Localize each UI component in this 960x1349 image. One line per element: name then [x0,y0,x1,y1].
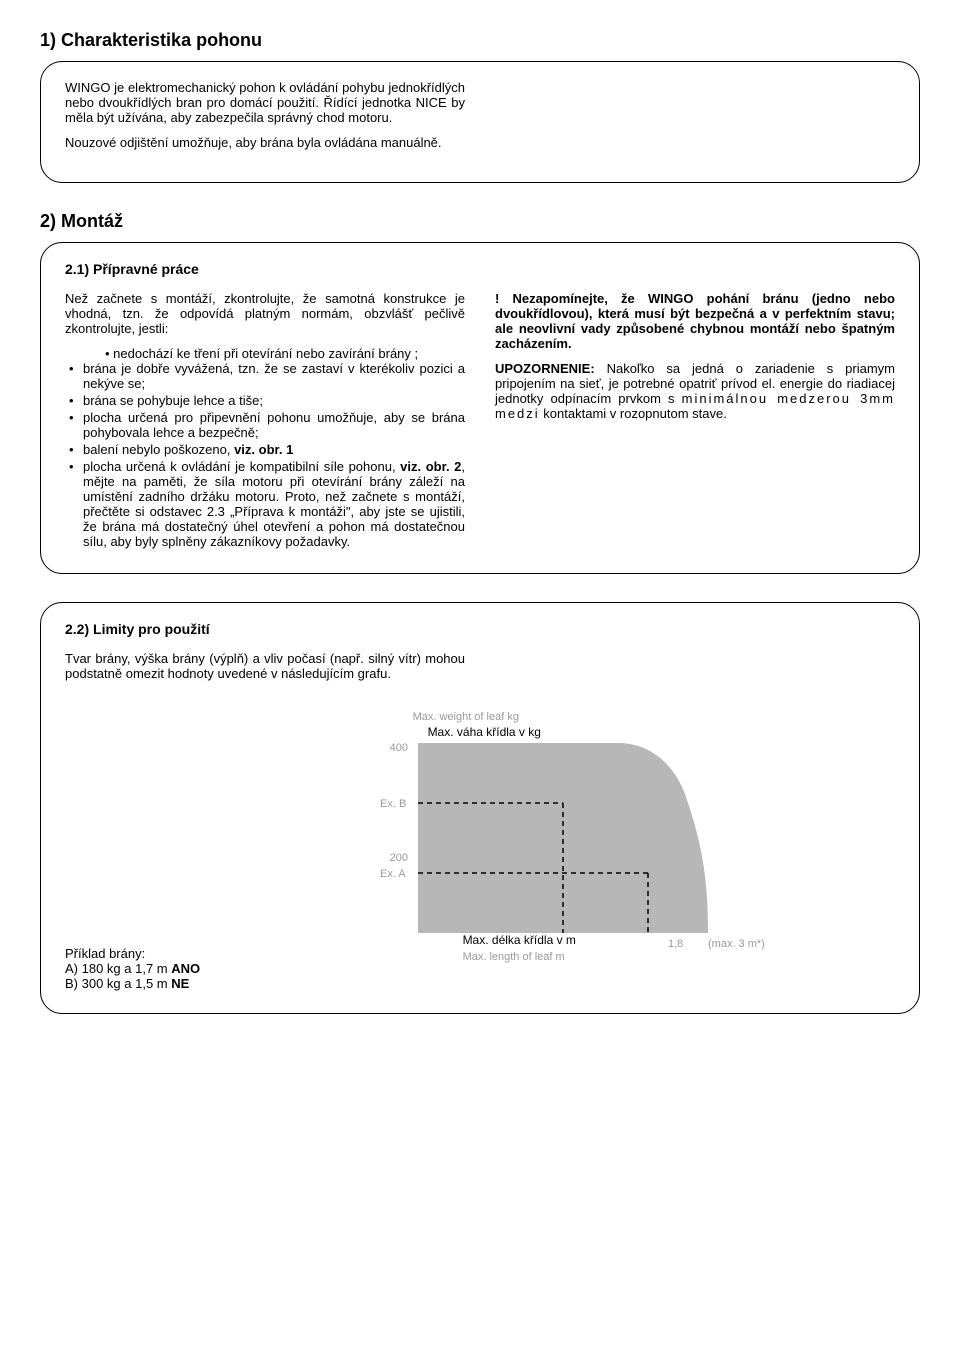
warning-text: ! Nezapomínejte, že WINGO pohání bránu (… [495,291,895,351]
section1-para1: WINGO je elektromechanický pohon k ovlád… [65,80,465,125]
list-item: plocha určená k ovládání je kompatibilní… [65,459,465,549]
example-block: Příklad brány: A) 180 kg a 1,7 m ANO B) … [65,946,200,991]
list-item: plocha určená pro připevnění pohonu umož… [65,410,465,440]
note-tail: kontaktami v rozopnutom stave. [540,406,727,421]
example-b: B) 300 kg a 1,5 m NE [65,976,200,991]
section2-1-box: 2.1) Přípravné práce Než začnete s montá… [40,242,920,574]
section2-1-subbullet-text: nedochází ke tření při otevírání nebo za… [113,346,418,361]
section2-2-box: 2.2) Limity pro použití Tvar brány, výšk… [40,602,920,1014]
chart-exb-label: Ex. B [380,798,406,810]
list-item: balení nebylo poškozeno, viz. obr. 1 [65,442,465,457]
section2-1-intro: Než začnete s montáží, zkontrolujte, že … [65,291,465,336]
chart-ytick-200: 200 [389,852,407,864]
chart-xtick: 1,8 [668,938,683,950]
section2-2-title: 2.2) Limity pro použití [65,621,895,637]
list-item: brána je dobře vyvážená, tzn. že se zast… [65,361,465,391]
section2-1-title: 2.1) Přípravné práce [65,261,465,277]
chart-exa-label: Ex. A [380,868,406,880]
section1-box: WINGO je elektromechanický pohon k ovlád… [40,61,920,183]
section2-1-bullets: brána je dobře vyvážená, tzn. že se zast… [65,361,465,549]
section2-2-intro: Tvar brány, výška brány (výplň) a vliv p… [65,651,465,681]
chart-ytick-400: 400 [389,742,407,754]
section2-1-subbullet: • nedochází ke tření při otevírání nebo … [65,346,465,361]
chart-ylabel-black: Max. váha křídla v kg [428,725,541,739]
example-title: Příklad brány: [65,946,200,961]
section2-1-note: UPOZORNENIE: Nakoľko sa jedná o zariaden… [495,361,895,421]
example-a: A) 180 kg a 1,7 m ANO [65,961,200,976]
section1-title: 1) Charakteristika pohonu [40,30,920,51]
list-item: brána se pohybuje lehce a tiše; [65,393,465,408]
chart-xlabel-black: Max. délka křídla v m [463,933,576,947]
chart-xmax-note: (max. 3 m*) [708,938,765,950]
section2-1-warning: ! Nezapomínejte, že WINGO pohání bránu (… [495,291,895,351]
section1-para2: Nouzové odjištění umožňuje, aby brána by… [65,135,465,150]
chart-ylabel-gray: Max. weight of leaf kg [413,711,519,723]
chart-xlabel-gray: Max. length of leaf m [463,951,565,963]
chart-svg: 400 200 Ex. B Ex. A 1,8 (max. 3 m*) [308,711,828,971]
limits-chart: Max. weight of leaf kg Max. váha křídla … [308,711,828,991]
note-label: UPOZORNENIE: [495,361,595,376]
section2-title: 2) Montáž [40,211,920,232]
